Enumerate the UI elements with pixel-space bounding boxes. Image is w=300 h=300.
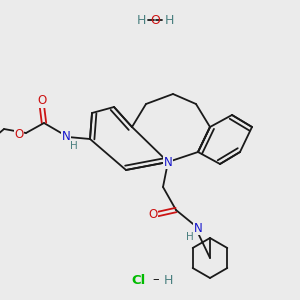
- Text: H: H: [186, 232, 194, 242]
- Text: –: –: [153, 274, 159, 286]
- Text: O: O: [150, 14, 160, 26]
- Text: N: N: [61, 130, 70, 143]
- Text: O: O: [38, 94, 46, 107]
- Text: N: N: [194, 221, 202, 235]
- Text: Cl: Cl: [131, 274, 145, 286]
- Text: O: O: [14, 128, 24, 142]
- Text: H: H: [136, 14, 146, 26]
- Text: H: H: [70, 141, 78, 151]
- Text: N: N: [164, 155, 172, 169]
- Text: O: O: [148, 208, 158, 220]
- Text: H: H: [163, 274, 173, 286]
- Text: H: H: [164, 14, 174, 26]
